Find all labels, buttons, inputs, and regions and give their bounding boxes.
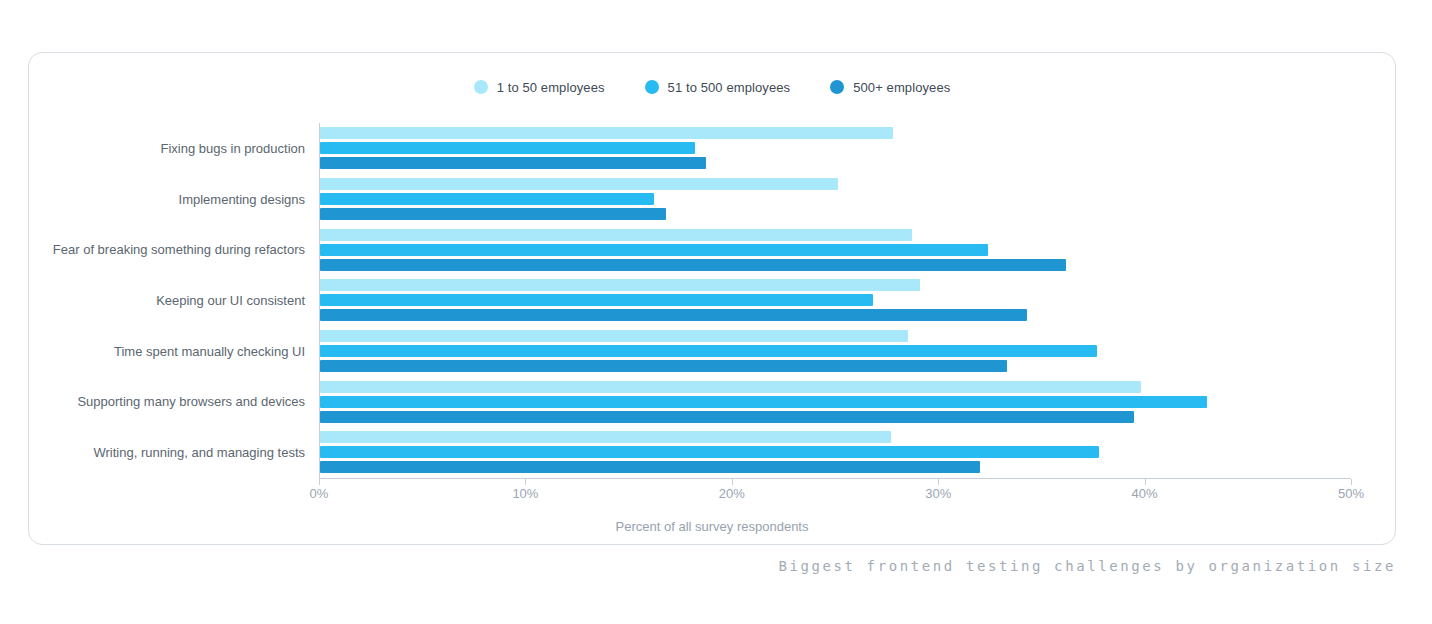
legend-dot-small-org-icon	[474, 80, 488, 94]
category-row: Writing, running, and managing tests	[29, 427, 1351, 478]
category-row: Time spent manually checking UI	[29, 326, 1351, 377]
axis-tick-label: 40%	[1132, 486, 1158, 501]
bar	[320, 294, 873, 306]
category-row: Keeping our UI consistent	[29, 275, 1351, 326]
axis-tick	[525, 479, 526, 485]
bar	[320, 127, 893, 139]
chart-caption: Biggest frontend testing challenges by o…	[778, 558, 1396, 574]
legend-label: 500+ employees	[853, 80, 950, 95]
category-label: Writing, running, and managing tests	[29, 427, 319, 478]
bar	[320, 345, 1097, 357]
bar	[320, 446, 1099, 458]
bar	[320, 381, 1141, 393]
axis-tick-label: 30%	[925, 486, 951, 501]
bar-chart: Fixing bugs in productionImplementing de…	[29, 123, 1395, 502]
bar	[320, 229, 912, 241]
axis-tick-label: 50%	[1338, 486, 1364, 501]
axis-tick	[732, 479, 733, 485]
bar	[320, 279, 920, 291]
category-row: Implementing designs	[29, 174, 1351, 225]
bar	[320, 330, 908, 342]
category-label: Fixing bugs in production	[29, 123, 319, 174]
bar-group	[319, 275, 1351, 326]
bar-group	[319, 326, 1351, 377]
legend-label: 51 to 500 employees	[668, 80, 791, 95]
legend-label: 1 to 50 employees	[497, 80, 605, 95]
chart-card: 1 to 50 employees 51 to 500 employees 50…	[28, 52, 1396, 545]
legend-item-large-org: 500+ employees	[830, 80, 950, 95]
bar	[320, 244, 988, 256]
category-label: Fear of breaking something during refact…	[29, 224, 319, 275]
legend-item-medium-org: 51 to 500 employees	[645, 80, 791, 95]
bar-group	[319, 123, 1351, 174]
bar	[320, 193, 654, 205]
category-row: Fear of breaking something during refact…	[29, 224, 1351, 275]
x-axis-tick-labels: 0%10%20%30%40%50%	[319, 486, 1351, 502]
axis-tick-label: 10%	[512, 486, 538, 501]
bar	[320, 142, 695, 154]
category-row: Supporting many browsers and devices	[29, 376, 1351, 427]
category-label: Time spent manually checking UI	[29, 326, 319, 377]
axis-tick	[938, 479, 939, 485]
bar	[320, 309, 1027, 321]
axis-tick	[319, 479, 320, 485]
legend-item-small-org: 1 to 50 employees	[474, 80, 605, 95]
category-label: Implementing designs	[29, 174, 319, 225]
chart-rows: Fixing bugs in productionImplementing de…	[29, 123, 1351, 478]
x-axis-title: Percent of all survey respondents	[29, 519, 1395, 534]
bar	[320, 461, 980, 473]
legend-dot-medium-org-icon	[645, 80, 659, 94]
category-row: Fixing bugs in production	[29, 123, 1351, 174]
bar	[320, 396, 1207, 408]
bar-group	[319, 224, 1351, 275]
category-label: Supporting many browsers and devices	[29, 376, 319, 427]
legend-dot-large-org-icon	[830, 80, 844, 94]
x-axis	[319, 478, 1351, 486]
bar	[320, 178, 838, 190]
bar-group	[319, 376, 1351, 427]
category-label: Keeping our UI consistent	[29, 275, 319, 326]
bar	[320, 157, 706, 169]
axis-tick	[1145, 479, 1146, 485]
bar-group	[319, 174, 1351, 225]
bar	[320, 431, 891, 443]
bar-group	[319, 427, 1351, 478]
bar	[320, 411, 1134, 423]
legend: 1 to 50 employees 51 to 500 employees 50…	[29, 79, 1395, 95]
axis-tick	[1351, 479, 1352, 485]
bar	[320, 208, 666, 220]
axis-tick-label: 0%	[310, 486, 329, 501]
bar	[320, 259, 1066, 271]
bar	[320, 360, 1007, 372]
axis-tick-label: 20%	[719, 486, 745, 501]
